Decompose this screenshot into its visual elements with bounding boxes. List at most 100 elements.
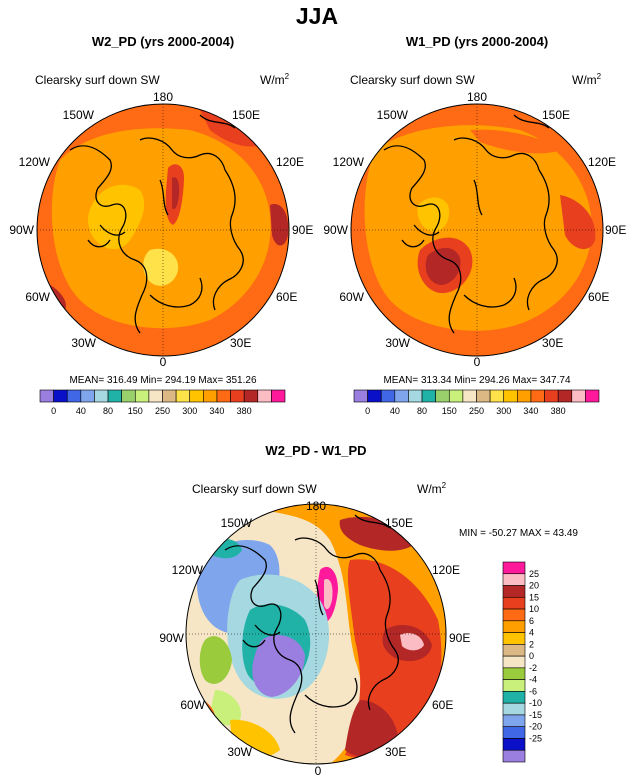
svg-text:90W: 90W [9, 223, 34, 237]
longitude-labels: 180 150E 120E 90E 60E 30E 0 30W 60W 90W … [9, 90, 313, 369]
stats-text: MEAN= 316.49 Min= 294.19 Max= 351.26 [69, 375, 257, 386]
colorbar-swatch [544, 389, 559, 403]
colorbar-label: 0 [51, 406, 56, 416]
map-field [37, 104, 289, 356]
colorbar-label: 250 [155, 406, 170, 416]
colorbar-swatch [448, 389, 464, 403]
svg-text:150W: 150W [377, 108, 409, 122]
colorbar-label: 300 [182, 406, 197, 416]
colorbar-swatch [216, 389, 231, 403]
map-boundary [350, 103, 604, 357]
colorbar-swatch [476, 389, 491, 403]
svg-text:60E: 60E [432, 698, 453, 712]
svg-text:60W: 60W [25, 290, 50, 304]
colorbar-swatch [530, 389, 545, 403]
svg-text:0: 0 [474, 355, 481, 369]
colorbar-swatch [121, 389, 136, 403]
units-label: W/m2 [572, 72, 602, 87]
colorbar-swatch [107, 389, 122, 403]
coastlines [69, 114, 244, 334]
colorbar-label: 340 [209, 406, 224, 416]
colorbar-swatch [502, 644, 526, 657]
colorbar-swatch [408, 389, 423, 403]
colorbar-swatch [353, 389, 368, 403]
colorbar-swatch [189, 389, 204, 403]
colorbar-label: 250 [469, 406, 484, 416]
colorbar-swatch [557, 389, 573, 403]
svg-text:60E: 60E [588, 290, 609, 304]
colorbar: 0 40 80 150 250 300 340 380 [39, 389, 286, 416]
colorbar-label: 40 [76, 406, 86, 416]
colorbar-label: -25 [529, 733, 542, 743]
svg-text:30E: 30E [385, 745, 406, 759]
colorbar-swatch [435, 389, 450, 403]
colorbar-swatch [502, 608, 526, 622]
svg-text:90E: 90E [605, 223, 626, 237]
svg-text:120E: 120E [588, 155, 616, 169]
colorbar-swatch [502, 573, 526, 586]
colorbar-swatch [502, 679, 526, 692]
colorbar-swatch [203, 389, 218, 403]
colorbar-swatch [503, 389, 518, 403]
colorbar-label: 6 [529, 616, 534, 626]
colorbar-swatch [502, 596, 526, 610]
svg-text:30W: 30W [71, 336, 96, 350]
colorbar-swatch [394, 389, 409, 403]
panel-w2: W2_PD (yrs 2000-2004) Clearsky surf down… [9, 34, 313, 416]
colorbar-label: -15 [529, 710, 542, 720]
colorbar-swatch [502, 620, 526, 633]
colorbar-swatch [502, 702, 526, 716]
colorbar-label: 25 [529, 569, 539, 579]
colorbar-label: -2 [529, 663, 537, 673]
colorbar: 0 40 80 150 250 300 340 380 [353, 389, 600, 416]
coastlines [383, 114, 558, 334]
colorbar-label: 4 [529, 628, 534, 638]
svg-text:150W: 150W [221, 516, 253, 530]
svg-text:180: 180 [467, 90, 487, 104]
variable-label: Clearsky surf down SW [350, 73, 475, 87]
stats-text: MIN = -50.27 MAX = 43.49 [459, 528, 578, 539]
svg-text:150W: 150W [63, 108, 95, 122]
graticule [37, 104, 289, 356]
colorbar-swatch [230, 389, 245, 403]
panel-title: W2_PD (yrs 2000-2004) [92, 34, 234, 49]
colorbar-swatch [462, 389, 477, 403]
svg-text:150E: 150E [232, 108, 260, 122]
map-field [351, 104, 603, 356]
graticule [351, 104, 603, 356]
colorbar-swatch [243, 389, 259, 403]
colorbar-label: 40 [390, 406, 400, 416]
variable-label: Clearsky surf down SW [35, 73, 160, 87]
svg-text:150E: 150E [385, 516, 413, 530]
colorbar-label: -4 [529, 675, 537, 685]
svg-text:180: 180 [153, 90, 173, 104]
colorbar-swatch [53, 389, 68, 403]
colorbar-swatch [502, 691, 526, 704]
svg-text:180: 180 [306, 499, 326, 513]
svg-text:120E: 120E [276, 155, 304, 169]
colorbar-swatch [134, 389, 150, 403]
map-boundary [36, 103, 290, 357]
colorbar-swatch [80, 389, 95, 403]
colorbar-swatch [502, 632, 526, 645]
svg-text:60W: 60W [180, 698, 205, 712]
colorbar-swatch [271, 389, 286, 403]
svg-text:30W: 30W [227, 745, 252, 759]
colorbar-label: 20 [529, 581, 539, 591]
colorbar-label: 80 [103, 406, 113, 416]
colorbar-swatch [66, 389, 82, 403]
colorbar-swatch [502, 667, 526, 680]
svg-text:30W: 30W [385, 336, 410, 350]
colorbar-swatch [571, 389, 586, 403]
colorbar-label: 10 [529, 604, 539, 614]
colorbar-label: -6 [529, 686, 537, 696]
coastlines [224, 514, 399, 734]
map-field [186, 504, 446, 764]
svg-text:0: 0 [315, 764, 322, 778]
colorbar-swatch [380, 389, 396, 403]
colorbar-swatch [257, 389, 272, 403]
colorbar-label: 340 [523, 406, 538, 416]
colorbar-swatch [94, 389, 109, 403]
